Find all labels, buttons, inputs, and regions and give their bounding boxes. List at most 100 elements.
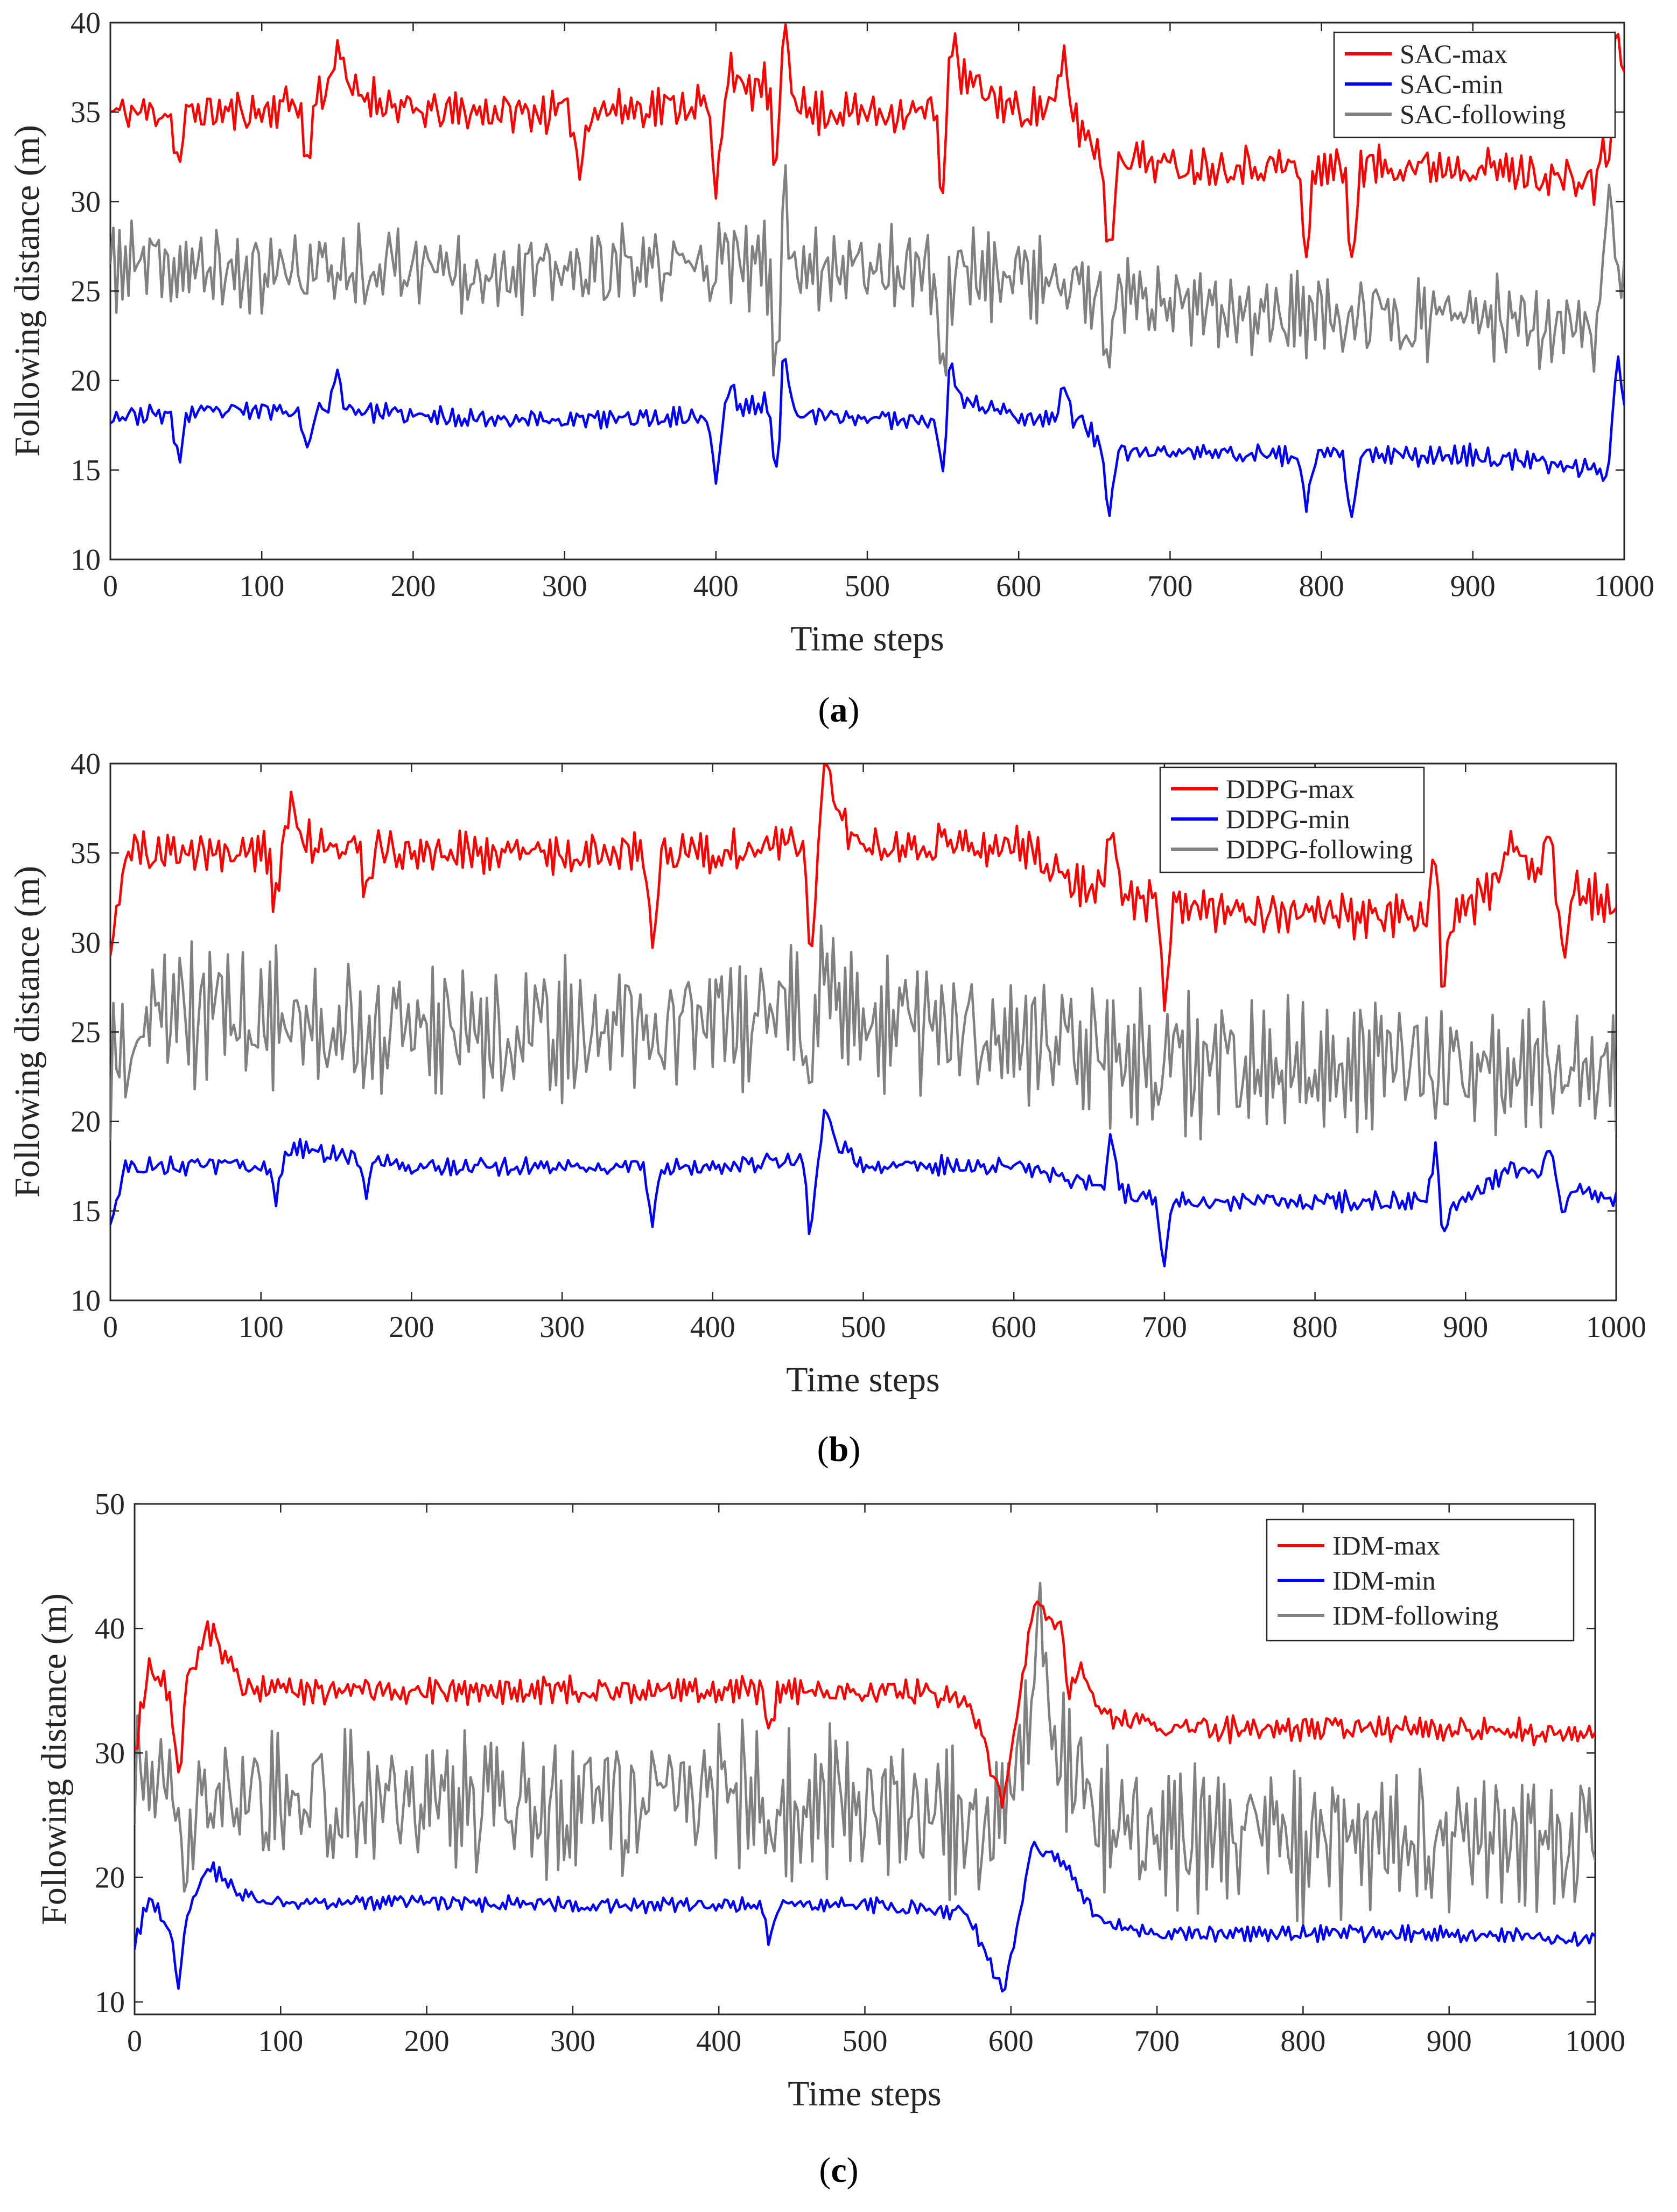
x-tick-label-a-3: 300 bbox=[542, 570, 587, 603]
y-tick-label-a-5: 35 bbox=[71, 96, 101, 129]
x-tick-label-b-8: 800 bbox=[1293, 1311, 1338, 1344]
x-tick-label-c-8: 800 bbox=[1280, 2025, 1325, 2058]
x-tick-label-b-2: 200 bbox=[389, 1311, 434, 1344]
x-axis-title-b: Time steps bbox=[786, 1360, 939, 1399]
x-tick-label-a-4: 400 bbox=[693, 570, 739, 603]
series-line-c-idm-min bbox=[135, 1840, 1595, 1993]
x-tick-label-a-8: 800 bbox=[1299, 570, 1344, 603]
y-axis-title-b: Following distance (m) bbox=[8, 866, 47, 1198]
x-tick-label-a-6: 600 bbox=[996, 570, 1041, 603]
panel-c: 0 100 200 300 400 500 600 700 800 900 1000 10 20 30 40… bbox=[34, 1488, 1625, 2190]
x-tick-label-c-2: 200 bbox=[404, 2025, 450, 2058]
axis-ticks-c: 0 100 200 300 400 500 600 700 800 900 1000 10 20 30 40… bbox=[95, 1488, 1625, 2058]
y-tick-label-c-3: 40 bbox=[95, 1612, 125, 1646]
caption-open-b: ( bbox=[817, 1430, 829, 1469]
y-tick-label-c-4: 50 bbox=[95, 1488, 125, 1521]
x-tick-label-b-9: 900 bbox=[1443, 1311, 1488, 1344]
x-axis-title-a: Time steps bbox=[790, 619, 944, 659]
caption-close-c: ) bbox=[847, 2151, 859, 2190]
plot-series-a bbox=[110, 23, 1624, 519]
axis-ticks-a: 0 100 200 300 400 500 600 700 800 900 1000 10 15 20 25… bbox=[71, 6, 1654, 603]
y-tick-label-b-4: 30 bbox=[71, 926, 101, 960]
x-tick-label-b-7: 700 bbox=[1142, 1311, 1187, 1344]
y-tick-label-b-1: 15 bbox=[71, 1195, 101, 1228]
caption-close-a: ) bbox=[848, 690, 860, 730]
x-tick-label-c-6: 600 bbox=[988, 2025, 1034, 2058]
caption-letter-a: a bbox=[830, 690, 848, 730]
y-tick-label-c-2: 30 bbox=[95, 1737, 125, 1770]
legend-label-c-1: IDM-min bbox=[1332, 1565, 1436, 1595]
x-tick-label-c-5: 500 bbox=[843, 2025, 888, 2058]
panel-caption-b: (b) bbox=[817, 1430, 861, 1469]
x-tick-label-b-0: 0 bbox=[103, 1311, 118, 1344]
x-tick-label-c-7: 700 bbox=[1134, 2025, 1180, 2058]
caption-close-b: ) bbox=[848, 1430, 860, 1469]
y-tick-label-b-2: 20 bbox=[71, 1105, 101, 1139]
x-tick-label-c-4: 400 bbox=[696, 2025, 741, 2058]
y-tick-label-a-3: 25 bbox=[71, 275, 101, 309]
legend-a: SAC-max SAC-min SAC-following bbox=[1333, 31, 1616, 138]
y-tick-label-b-5: 35 bbox=[71, 837, 101, 870]
panel-caption-a: (a) bbox=[818, 690, 860, 730]
x-tick-label-a-5: 500 bbox=[845, 570, 890, 603]
panel-b: 0 100 200 300 400 500 600 700 800 900 1000 10 15 20 25… bbox=[8, 747, 1646, 1469]
y-tick-label-b-6: 40 bbox=[71, 747, 101, 781]
series-line-b-ddpg-max bbox=[110, 764, 1616, 1012]
caption-open-a: ( bbox=[818, 690, 830, 730]
x-tick-label-a-1: 100 bbox=[239, 570, 284, 603]
legend-b: DDPG-max DDPG-min DDPG-following bbox=[1159, 766, 1425, 873]
y-tick-label-a-0: 10 bbox=[71, 543, 101, 577]
y-axis-title-c: Following distance (m) bbox=[34, 1593, 74, 1925]
axis-ticks-b: 0 100 200 300 400 500 600 700 800 900 1000 10 15 20 25… bbox=[71, 747, 1646, 1344]
legend-label-a-2: SAC-following bbox=[1400, 99, 1566, 129]
legend-label-b-2: DDPG-following bbox=[1226, 834, 1413, 864]
y-axis-title-a: Following distance (m) bbox=[8, 125, 47, 457]
x-tick-label-a-2: 200 bbox=[390, 570, 436, 603]
legend-label-a-0: SAC-max bbox=[1400, 39, 1507, 69]
panel-caption-c: (c) bbox=[819, 2151, 858, 2190]
caption-letter-c: c bbox=[831, 2151, 846, 2190]
x-tick-label-b-3: 300 bbox=[539, 1311, 585, 1344]
x-tick-label-a-10: 1000 bbox=[1594, 570, 1654, 603]
x-tick-label-a-7: 700 bbox=[1147, 570, 1192, 603]
x-tick-label-a-0: 0 bbox=[103, 570, 118, 603]
y-tick-label-b-0: 10 bbox=[71, 1284, 101, 1318]
series-line-c-idm-max bbox=[135, 1600, 1595, 1809]
x-tick-label-b-5: 500 bbox=[841, 1311, 886, 1344]
x-tick-label-c-3: 300 bbox=[550, 2025, 595, 2058]
y-tick-label-a-1: 15 bbox=[71, 454, 101, 487]
x-tick-label-a-9: 900 bbox=[1450, 570, 1496, 603]
caption-open-c: ( bbox=[819, 2151, 831, 2190]
legend-label-a-1: SAC-min bbox=[1400, 69, 1503, 99]
series-line-b-ddpg-min bbox=[110, 1109, 1616, 1268]
legend-label-c-2: IDM-following bbox=[1332, 1600, 1498, 1630]
x-tick-label-b-4: 400 bbox=[690, 1311, 735, 1344]
y-tick-label-a-4: 30 bbox=[71, 185, 101, 219]
legend-label-c-0: IDM-max bbox=[1332, 1530, 1440, 1560]
y-tick-label-a-6: 40 bbox=[71, 6, 101, 40]
x-tick-label-b-1: 100 bbox=[238, 1311, 284, 1344]
x-axis-title-c: Time steps bbox=[788, 2074, 941, 2113]
y-tick-label-a-2: 20 bbox=[71, 365, 101, 398]
legend-c: IDM-max IDM-min IDM-following bbox=[1266, 1518, 1575, 1642]
plot-series-b bbox=[110, 764, 1616, 1268]
series-line-b-ddpg-following bbox=[110, 924, 1616, 1141]
x-tick-label-c-1: 100 bbox=[258, 2025, 303, 2058]
x-tick-label-c-10: 1000 bbox=[1565, 2025, 1625, 2058]
x-tick-label-b-6: 600 bbox=[991, 1311, 1036, 1344]
y-tick-label-c-1: 20 bbox=[95, 1861, 125, 1895]
y-tick-label-c-0: 10 bbox=[95, 1986, 125, 2019]
legend-label-b-0: DDPG-max bbox=[1226, 774, 1355, 804]
series-line-c-idm-following bbox=[135, 1581, 1595, 1926]
legend-label-b-1: DDPG-min bbox=[1226, 804, 1350, 834]
x-tick-label-c-9: 900 bbox=[1427, 2025, 1472, 2058]
series-line-a-sac-min bbox=[110, 355, 1624, 519]
x-tick-label-b-10: 1000 bbox=[1586, 1311, 1646, 1344]
series-line-a-sac-max bbox=[110, 23, 1624, 258]
caption-letter-b: b bbox=[829, 1430, 849, 1469]
x-tick-label-c-0: 0 bbox=[127, 2025, 142, 2058]
y-tick-label-b-3: 25 bbox=[71, 1016, 101, 1049]
series-line-a-sac-following bbox=[110, 164, 1624, 377]
panel-a: 0 100 200 300 400 500 600 700 800 900 1000 10 15 20 25… bbox=[8, 6, 1654, 730]
